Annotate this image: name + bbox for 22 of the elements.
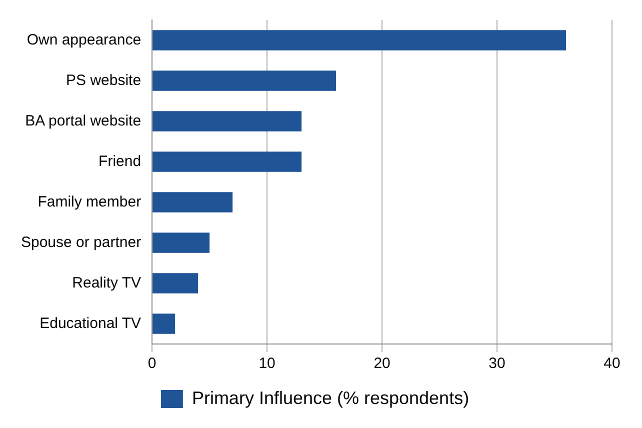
y-tick-label: Reality TV xyxy=(72,274,142,292)
y-tick-label: PS website xyxy=(66,72,142,89)
y-tick-label: Friend xyxy=(98,152,142,170)
bar xyxy=(152,192,233,212)
bar xyxy=(152,273,198,294)
bar xyxy=(152,232,210,253)
y-tick-label: Spouse or partner xyxy=(20,234,142,251)
y-tick-label: Family member xyxy=(38,193,142,210)
y-tick-label: BA portal website xyxy=(25,112,142,130)
bar xyxy=(152,314,176,334)
x-tick-label: 10 xyxy=(258,355,276,372)
bar xyxy=(152,152,302,172)
x-tick-label: 40 xyxy=(604,355,620,372)
y-tick-label: Own appearance xyxy=(26,31,142,48)
y-tick-label: Educational TV xyxy=(40,314,142,332)
legend-label: Primary Influence (% respondents) xyxy=(192,388,470,408)
bar xyxy=(152,30,566,50)
x-tick-label: 0 xyxy=(148,355,156,372)
bar xyxy=(152,70,336,91)
bar xyxy=(152,111,302,132)
x-tick-label: 30 xyxy=(488,355,506,372)
x-tick-label: 20 xyxy=(374,355,390,372)
